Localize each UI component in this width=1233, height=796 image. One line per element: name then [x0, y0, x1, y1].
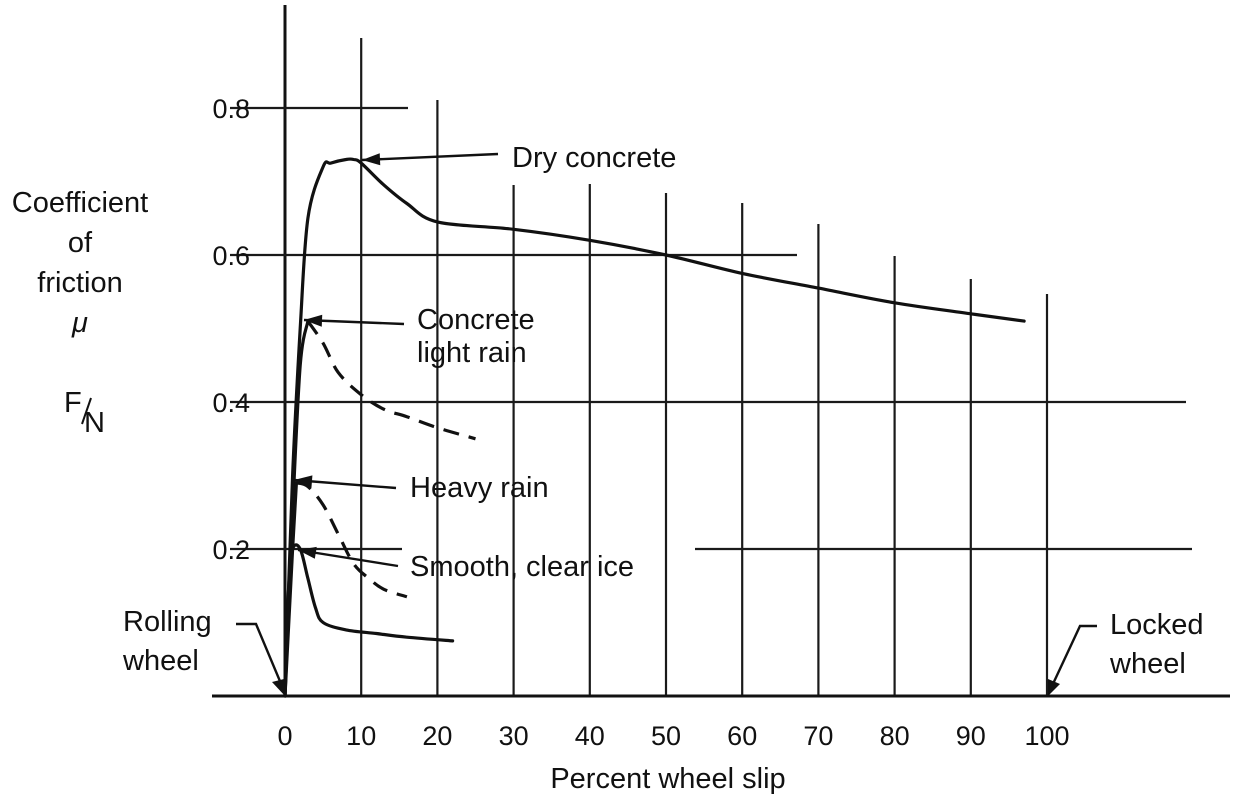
x-tick-label-80: 80 — [880, 721, 910, 751]
y-axis-title-line-2: of — [68, 227, 93, 259]
arrow-locked-wheel — [1048, 624, 1097, 696]
arrow-locked-wheel-shaft — [1050, 624, 1097, 687]
x-tick-label-70: 70 — [803, 721, 833, 751]
annotation-dry-concrete: Dry concrete — [512, 142, 676, 174]
arrow-locked-wheel-head — [1048, 679, 1060, 696]
y-axis-ratio-slash — [81, 397, 92, 425]
arrow-concrete-light-rain-head — [304, 314, 323, 327]
annotation-rolling-wheel-line-2: wheel — [122, 645, 199, 677]
tick-labels: 0 10 20 30 40 50 60 70 80 90 100 0.2 0.4 0.6 0.8 — [212, 94, 1069, 751]
annotation-rolling-wheel-line-1: Rolling — [123, 606, 212, 638]
y-axis-title-mu: μ — [71, 307, 88, 339]
arrow-rolling-wheel-head — [272, 679, 285, 696]
arrow-heavy-rain-head — [294, 475, 313, 488]
annotation-rolling-wheel: Rolling wheel — [122, 606, 212, 677]
series-heavy-rain-dashed — [295, 481, 408, 599]
y-axis-title: Coefficient of friction μ F N — [12, 187, 149, 439]
x-tick-label-100: 100 — [1024, 721, 1069, 751]
annotation-dry-concrete-text: Dry concrete — [512, 142, 676, 174]
y-axis-ratio-numerator: F — [64, 387, 82, 419]
x-tick-label-50: 50 — [651, 721, 681, 751]
annotation-locked-wheel-line-1: Locked — [1110, 609, 1204, 641]
y-axis-ratio-denominator: N — [84, 407, 105, 439]
grid — [212, 5, 1230, 698]
series-concrete-light-rain-dashed — [306, 320, 476, 441]
annotation-heavy-rain-text: Heavy rain — [410, 472, 549, 504]
arrow-concrete-light-rain — [303, 314, 405, 327]
arrow-dry-concrete-shaft — [361, 152, 499, 162]
annotation-concrete-light-rain-line-2: light rain — [417, 337, 527, 369]
arrow-rolling-wheel-shaft — [236, 622, 284, 687]
y-axis-title-line-3: friction — [37, 267, 122, 299]
y-tick-label-0_2: 0.2 — [212, 535, 250, 565]
x-tick-label-20: 20 — [422, 721, 452, 751]
annotation-arrows — [236, 152, 1097, 696]
arrow-smooth-clear-ice-head — [298, 546, 317, 559]
arrow-smooth-clear-ice — [297, 546, 399, 568]
annotation-heavy-rain: Heavy rain — [410, 472, 549, 504]
x-tick-label-90: 90 — [956, 721, 986, 751]
annotation-smooth-clear-ice-text: Smooth, clear ice — [410, 551, 634, 583]
x-tick-label-0: 0 — [277, 721, 292, 751]
x-tick-label-10: 10 — [346, 721, 376, 751]
y-tick-label-0_4: 0.4 — [212, 388, 250, 418]
y-tick-label-0_8: 0.8 — [212, 94, 250, 124]
x-tick-label-40: 40 — [575, 721, 605, 751]
y-axis-title-line-1: Coefficient — [12, 187, 149, 219]
arrow-rolling-wheel — [236, 622, 285, 696]
series-dry-concrete — [283, 157, 1026, 698]
annotation-concrete-light-rain-line-1: Concrete — [417, 304, 535, 336]
x-tick-label-30: 30 — [499, 721, 529, 751]
annotation-locked-wheel: Locked wheel — [1109, 609, 1204, 680]
x-axis-title: Percent wheel slip — [550, 763, 785, 795]
series-smooth-clear-ice — [283, 543, 455, 698]
curves — [283, 157, 1026, 698]
arrow-dry-concrete — [361, 152, 499, 166]
y-tick-label-0_6: 0.6 — [212, 241, 250, 271]
annotation-locked-wheel-line-2: wheel — [1109, 648, 1186, 680]
arrow-heavy-rain — [293, 475, 397, 490]
x-tick-label-60: 60 — [727, 721, 757, 751]
annotation-smooth-clear-ice: Smooth, clear ice — [410, 551, 634, 583]
arrow-dry-concrete-head — [362, 153, 381, 166]
annotation-concrete-light-rain: Concrete light rain — [417, 304, 535, 369]
